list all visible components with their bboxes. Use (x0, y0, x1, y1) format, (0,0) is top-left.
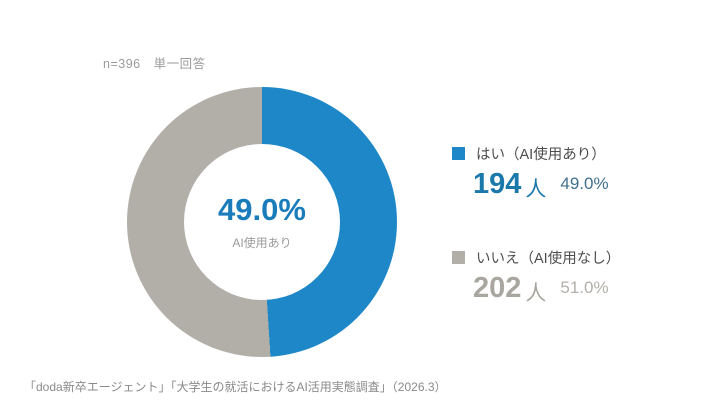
legend-label: はい（AI使用あり） (476, 147, 606, 163)
donut-hole: 49.0% AI使用あり (184, 144, 340, 300)
legend-item-yes: はい（AI使用あり） 194 人 49.0% (452, 143, 620, 203)
legend-label: いいえ（AI使用なし） (476, 251, 621, 267)
legend-unit: 人 (525, 178, 547, 201)
legend: はい（AI使用あり） 194 人 49.0% いいえ（AI使用なし） 202 人… (452, 143, 620, 307)
donut-center-value: 49.0% (218, 192, 306, 228)
legend-unit: 人 (525, 282, 547, 305)
legend-item-no: いいえ（AI使用なし） 202 人 51.0% (452, 247, 620, 307)
donut-center-label: AI使用あり (232, 235, 292, 250)
legend-count: 202 (473, 272, 522, 305)
legend-percent: 49.0% (560, 174, 609, 193)
legend-percent: 51.0% (560, 278, 609, 297)
legend-swatch-no (452, 251, 465, 264)
legend-count: 194 (473, 168, 522, 201)
sample-size-note: n=396 単一回答 (103, 57, 206, 71)
legend-swatch-yes (452, 147, 465, 160)
donut-chart: 49.0% AI使用あり (127, 87, 397, 357)
source-note: 「doda新卒エージェント」「大学生の就活におけるAI活用実態調査」（2026.… (24, 380, 447, 394)
